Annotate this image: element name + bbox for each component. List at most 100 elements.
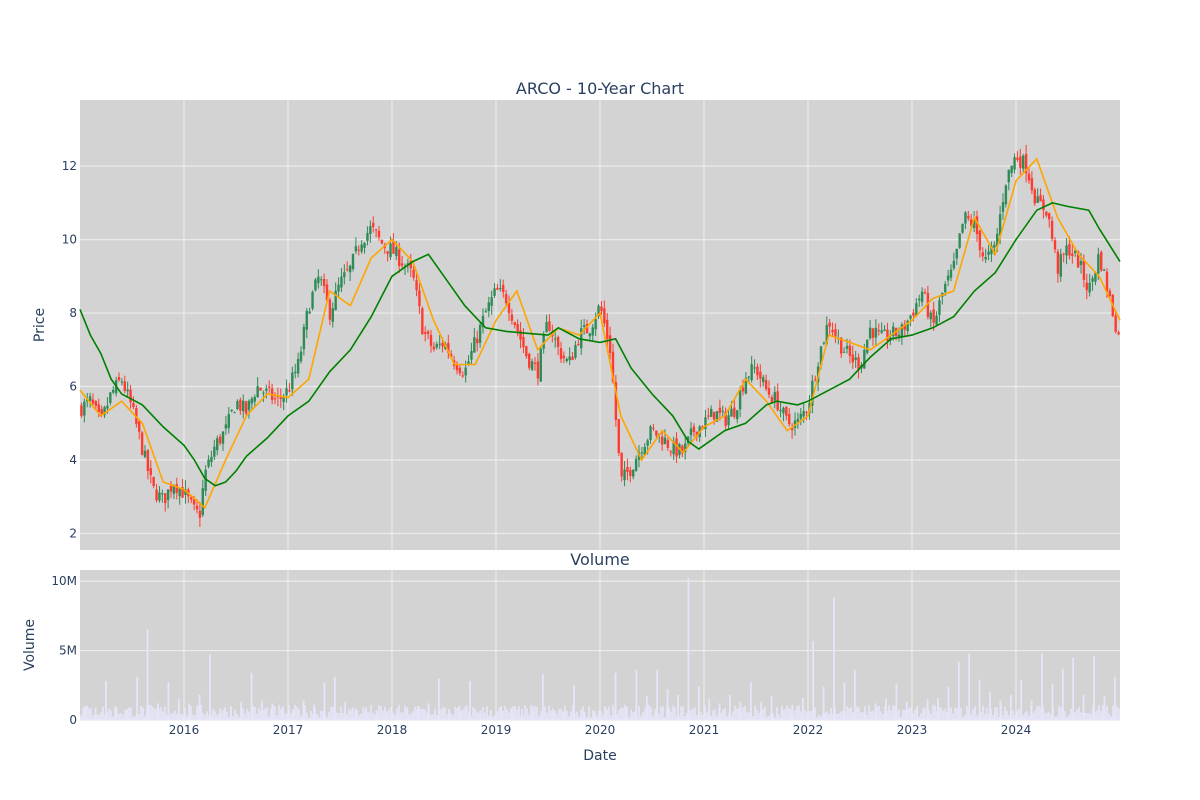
volume-bar [625, 707, 627, 720]
volume-bar [756, 709, 758, 720]
candle-body [854, 357, 857, 361]
candle-body [360, 244, 363, 252]
candle-body [421, 308, 424, 335]
candle-body [1050, 220, 1054, 239]
date-x-axis-title: Date [583, 748, 616, 764]
candle-body [155, 489, 158, 501]
volume-bar [412, 711, 414, 720]
volume-bar [666, 689, 669, 720]
volume-bar [1020, 679, 1023, 720]
candle-body [435, 344, 438, 348]
candle-body [871, 328, 875, 338]
date-x-tick-label: 2018 [377, 723, 408, 737]
candle-body [750, 364, 753, 381]
volume-bar [1116, 706, 1118, 720]
volume-bar [479, 710, 482, 720]
candle-body [164, 493, 167, 504]
volume-bar [346, 714, 348, 720]
candle-body [372, 222, 375, 227]
candle-body [710, 408, 713, 417]
candle-body [984, 257, 987, 260]
candle-body [1074, 250, 1077, 254]
candle-body [652, 427, 655, 429]
candle-body [721, 410, 724, 412]
candle-body [395, 247, 398, 256]
candle-body [88, 396, 92, 402]
candle-body [207, 459, 210, 467]
candle-body [704, 417, 707, 430]
volume-bar [342, 712, 344, 720]
candle-body [536, 361, 540, 379]
volume-bar [954, 707, 956, 720]
volume-bar [370, 705, 372, 720]
volume-bar [252, 705, 254, 720]
volume-bar [578, 716, 580, 720]
candle-body [900, 324, 904, 338]
volume-bar [1090, 713, 1092, 720]
volume-bar [628, 716, 630, 720]
volume-bar [516, 709, 518, 720]
candle-body [253, 396, 256, 402]
volume-bar [494, 714, 496, 720]
candle-body [1108, 290, 1112, 296]
volume-bar [354, 708, 357, 720]
candle-body [724, 411, 727, 426]
volume-bar [502, 710, 504, 720]
volume-bar [146, 629, 149, 720]
volume-bar [122, 714, 124, 720]
volume-y-tick-label: 5M [59, 644, 77, 658]
volume-bar [154, 708, 156, 720]
volume-bar [322, 710, 324, 720]
volume-bar [566, 710, 568, 720]
volume-bar [468, 712, 470, 720]
volume-bar [950, 707, 952, 720]
volume-bar [323, 682, 326, 720]
volume-bar [644, 708, 646, 720]
volume-bar [624, 704, 626, 720]
volume-bar [980, 712, 982, 720]
candle-body [814, 379, 817, 381]
volume-bar [1068, 714, 1070, 720]
volume-bar [742, 707, 744, 720]
volume-bar [332, 707, 334, 720]
volume-bar [242, 708, 244, 720]
volume-bar [612, 704, 614, 720]
volume-bar [754, 705, 756, 720]
candle-body [666, 440, 670, 449]
candle-body [842, 351, 846, 353]
volume-bar [110, 710, 112, 720]
volume-bar [924, 707, 926, 720]
candle-body [259, 387, 262, 391]
candle-body [317, 276, 320, 284]
volume-bar [700, 712, 702, 720]
volume-bar [582, 706, 584, 720]
volume-bar [308, 717, 310, 720]
volume-y-tick-label: 10M [51, 574, 77, 588]
candle-body [897, 334, 901, 337]
volume-bar [680, 706, 682, 720]
volume-bar [286, 713, 288, 720]
volume-bar [390, 706, 392, 720]
candle-body [762, 377, 765, 383]
volume-bar [362, 706, 364, 720]
volume-bar [416, 709, 418, 720]
candle-body [351, 254, 355, 270]
candle-body [100, 408, 103, 415]
volume-bar [462, 709, 464, 720]
candle-body [530, 361, 534, 370]
volume-bar [1051, 683, 1054, 720]
volume-bar [236, 713, 238, 720]
volume-y-tick-label: 0 [69, 713, 77, 727]
volume-bar [1044, 712, 1046, 720]
candle-body [759, 371, 762, 379]
volume-bar [1040, 707, 1042, 720]
volume-bar [280, 708, 282, 720]
candle-body [412, 269, 415, 278]
candle-body [346, 269, 349, 271]
candle-body [603, 308, 606, 324]
volume-bar [522, 716, 524, 720]
volume-bar [82, 707, 84, 720]
candle-body [348, 265, 352, 273]
candle-body [655, 430, 658, 436]
candle-body [588, 333, 592, 337]
